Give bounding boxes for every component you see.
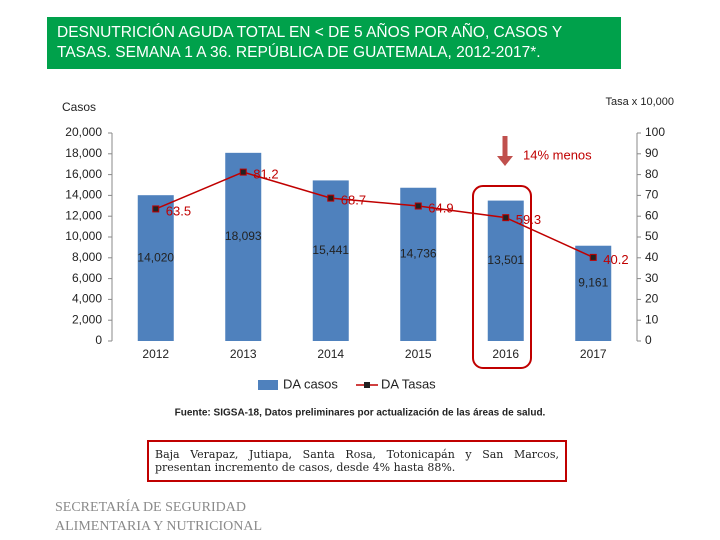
x-tick-label: 2013 <box>230 347 257 361</box>
x-tick-label: 2012 <box>142 347 169 361</box>
slide-title: DESNUTRICIÓN AGUDA TOTAL EN < DE 5 AÑOS … <box>47 17 621 69</box>
y2-axis-title: Tasa x 10,000 <box>606 96 675 108</box>
legend-swatch <box>364 382 370 388</box>
bar-value-label: 18,093 <box>225 229 262 243</box>
x-tick-label: 2014 <box>317 347 344 361</box>
bar <box>400 187 437 341</box>
y2-tick-label: 40 <box>645 250 659 264</box>
line-value-label: 81.2 <box>253 167 278 182</box>
y2-tick-label: 50 <box>645 229 659 243</box>
marker <box>502 214 510 222</box>
x-tick-label: 2016 <box>492 347 519 361</box>
bar-value-label: 14,020 <box>137 250 174 264</box>
line-value-label: 59.3 <box>516 212 541 227</box>
y-tick-label: 14,000 <box>65 188 102 202</box>
bar <box>225 152 262 341</box>
y-tick-label: 0 <box>95 333 102 347</box>
note: Baja Verapaz, Jutiapa, Santa Rosa, Toton… <box>147 440 567 482</box>
y2-tick-label: 20 <box>645 292 659 306</box>
bar-value-label: 13,501 <box>487 253 524 267</box>
marker <box>327 194 335 202</box>
y2-tick-label: 100 <box>645 125 665 139</box>
y-tick-label: 12,000 <box>65 208 102 222</box>
line-value-label: 64.9 <box>428 200 453 215</box>
y2-tick-label: 60 <box>645 208 659 222</box>
bar-value-label: 14,736 <box>400 247 437 261</box>
y-tick-label: 16,000 <box>65 167 102 181</box>
bar <box>487 200 524 341</box>
y-tick-label: 4,000 <box>72 292 102 306</box>
y-axis-title: Casos <box>62 100 96 114</box>
legend-swatch <box>258 380 278 390</box>
bar <box>312 180 349 341</box>
arrow-head <box>497 156 513 166</box>
bar <box>137 195 174 341</box>
bar-value-label: 15,441 <box>312 243 349 257</box>
y2-tick-label: 80 <box>645 167 659 181</box>
footer-line: SECRETARÍA DE SEGURIDAD <box>55 500 246 515</box>
footer-line: ALIMENTARIA Y NUTRICIONAL <box>55 519 263 534</box>
x-tick-label: 2015 <box>405 347 432 361</box>
y2-tick-label: 10 <box>645 312 659 326</box>
bar <box>575 245 612 341</box>
y2-tick-label: 90 <box>645 146 659 160</box>
y2-tick-label: 30 <box>645 271 659 285</box>
y-tick-label: 8,000 <box>72 250 102 264</box>
marker <box>414 202 422 210</box>
annotation: 14% menos <box>523 147 592 162</box>
y2-tick-label: 70 <box>645 188 659 202</box>
x-tick-label: 2017 <box>580 347 607 361</box>
y-tick-label: 2,000 <box>72 312 102 326</box>
legend-label: DA casos <box>283 376 338 391</box>
y-tick-label: 18,000 <box>65 146 102 160</box>
y-tick-label: 10,000 <box>65 229 102 243</box>
line-value-label: 68.7 <box>341 193 366 208</box>
bar-value-label: 9,161 <box>578 276 608 290</box>
line <box>155 171 594 259</box>
y-tick-label: 20,000 <box>65 125 102 139</box>
y2-tick-label: 0 <box>645 333 652 347</box>
highlight-box <box>472 185 532 369</box>
marker <box>152 205 160 213</box>
footer: SECRETARÍA DE SEGURIDAD ALIMENTARIA Y NU… <box>55 498 262 536</box>
source: Fuente: SIGSA-18, Datos preliminares por… <box>175 408 546 419</box>
line-value-label: 63.5 <box>166 203 191 218</box>
legend-label: DA Tasas <box>381 376 436 391</box>
line-value-label: 40.2 <box>603 252 628 267</box>
y-tick-label: 6,000 <box>72 271 102 285</box>
marker <box>239 168 247 176</box>
marker <box>589 253 597 261</box>
